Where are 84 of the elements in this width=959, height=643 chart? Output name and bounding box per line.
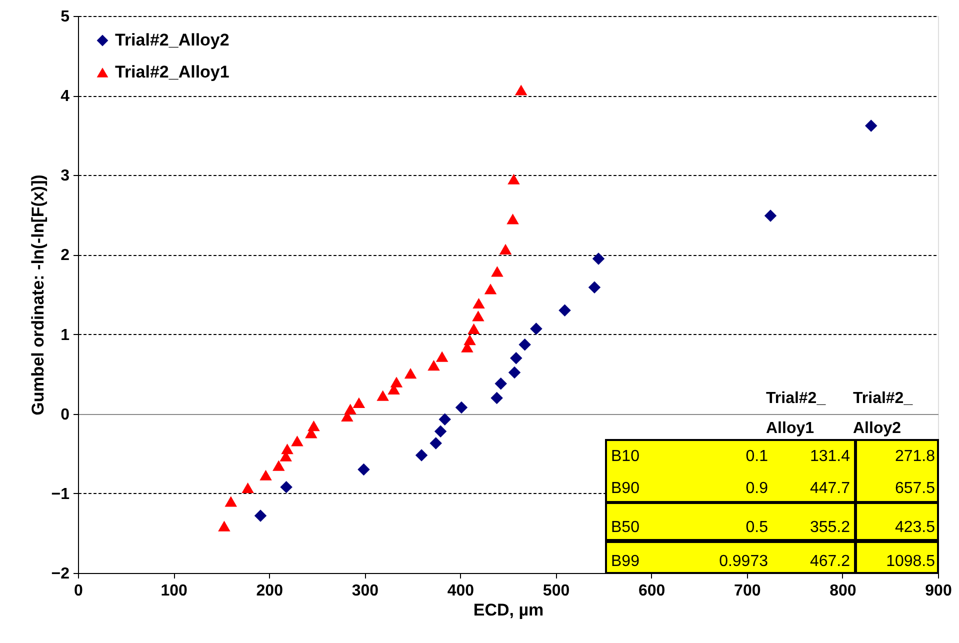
point xyxy=(490,392,503,404)
point xyxy=(484,284,497,294)
point xyxy=(280,480,292,494)
x-tick-label: 0 xyxy=(74,582,84,600)
annotation: B10 xyxy=(611,448,640,465)
point xyxy=(436,351,448,362)
point xyxy=(224,496,238,507)
annotation: B90 xyxy=(611,480,640,497)
annotation: B50 xyxy=(611,519,640,536)
annotation: 0.5 xyxy=(746,519,768,536)
point xyxy=(499,244,512,254)
point xyxy=(272,460,285,471)
annotation: 0.1 xyxy=(746,448,768,465)
point xyxy=(281,444,294,454)
annotation: 0.9 xyxy=(746,480,768,497)
point xyxy=(514,84,528,96)
point xyxy=(558,304,571,317)
annotation: 1098.5 xyxy=(886,553,936,570)
point xyxy=(438,413,451,426)
x-axis-title: ECD, µm xyxy=(473,600,544,620)
point xyxy=(508,366,521,379)
point xyxy=(864,120,878,132)
y-tick-label: 1 xyxy=(60,326,70,344)
annotation: Trial#2_ Alloy1 xyxy=(766,390,827,437)
y-tick-label: 0 xyxy=(60,406,70,424)
x-tick-label: 600 xyxy=(638,582,666,600)
point xyxy=(428,360,440,371)
point xyxy=(260,470,272,480)
point xyxy=(508,174,520,184)
point xyxy=(376,390,389,401)
point xyxy=(352,397,366,408)
point xyxy=(764,210,777,222)
point xyxy=(344,404,356,414)
x-tick-label: 400 xyxy=(447,582,474,600)
point xyxy=(468,323,480,334)
point xyxy=(254,510,267,522)
point xyxy=(491,266,504,277)
annotation: Trial#2_ Alloy2 xyxy=(853,390,914,437)
y-tick-label: 5 xyxy=(60,8,70,26)
y-tick-label: −1 xyxy=(51,486,70,503)
point xyxy=(472,310,484,322)
point xyxy=(430,437,442,450)
point xyxy=(404,368,417,379)
point xyxy=(358,463,370,476)
point xyxy=(390,376,403,388)
annotation: 0.9973 xyxy=(719,553,768,570)
point xyxy=(308,420,320,432)
point xyxy=(494,377,507,390)
annotation: 355.2 xyxy=(810,519,850,536)
annotation: 657.5 xyxy=(894,480,936,497)
point xyxy=(415,449,428,462)
y-tick-label: 2 xyxy=(60,247,70,264)
legend-label: Trial#2_Alloy2 xyxy=(115,30,230,50)
annotation: 423.5 xyxy=(894,519,936,536)
point xyxy=(518,338,531,351)
point xyxy=(588,281,601,294)
y-axis-title: Gumbel ordinate: -ln(-ln[F(x)]) xyxy=(28,174,48,416)
point xyxy=(506,214,519,224)
x-tick-label: 300 xyxy=(352,582,379,600)
point xyxy=(242,482,254,494)
annotation: 467.2 xyxy=(810,553,850,570)
point xyxy=(434,425,447,438)
point xyxy=(510,352,522,364)
x-tick-label: 500 xyxy=(542,582,570,600)
y-tick-label: −2 xyxy=(51,566,70,582)
point xyxy=(291,436,304,446)
point xyxy=(464,334,476,346)
x-tick-label: 100 xyxy=(160,582,188,600)
annotation: 131.4 xyxy=(810,448,850,465)
annotation: 271.8 xyxy=(894,448,936,465)
x-tick-label: 800 xyxy=(830,582,856,600)
y-tick-label: 3 xyxy=(60,168,70,185)
y-tick-label: 4 xyxy=(60,88,70,106)
annotation: B99 xyxy=(611,553,640,570)
point xyxy=(455,401,468,414)
point xyxy=(218,520,230,532)
x-tick-label: 200 xyxy=(256,582,284,600)
annotation: 447.7 xyxy=(810,480,850,497)
x-tick-label: 900 xyxy=(925,582,952,600)
x-tick-label: 700 xyxy=(734,582,761,600)
legend-label: Trial#2_Alloy1 xyxy=(115,62,230,82)
point xyxy=(530,322,542,335)
point xyxy=(592,252,605,265)
point xyxy=(472,298,485,309)
